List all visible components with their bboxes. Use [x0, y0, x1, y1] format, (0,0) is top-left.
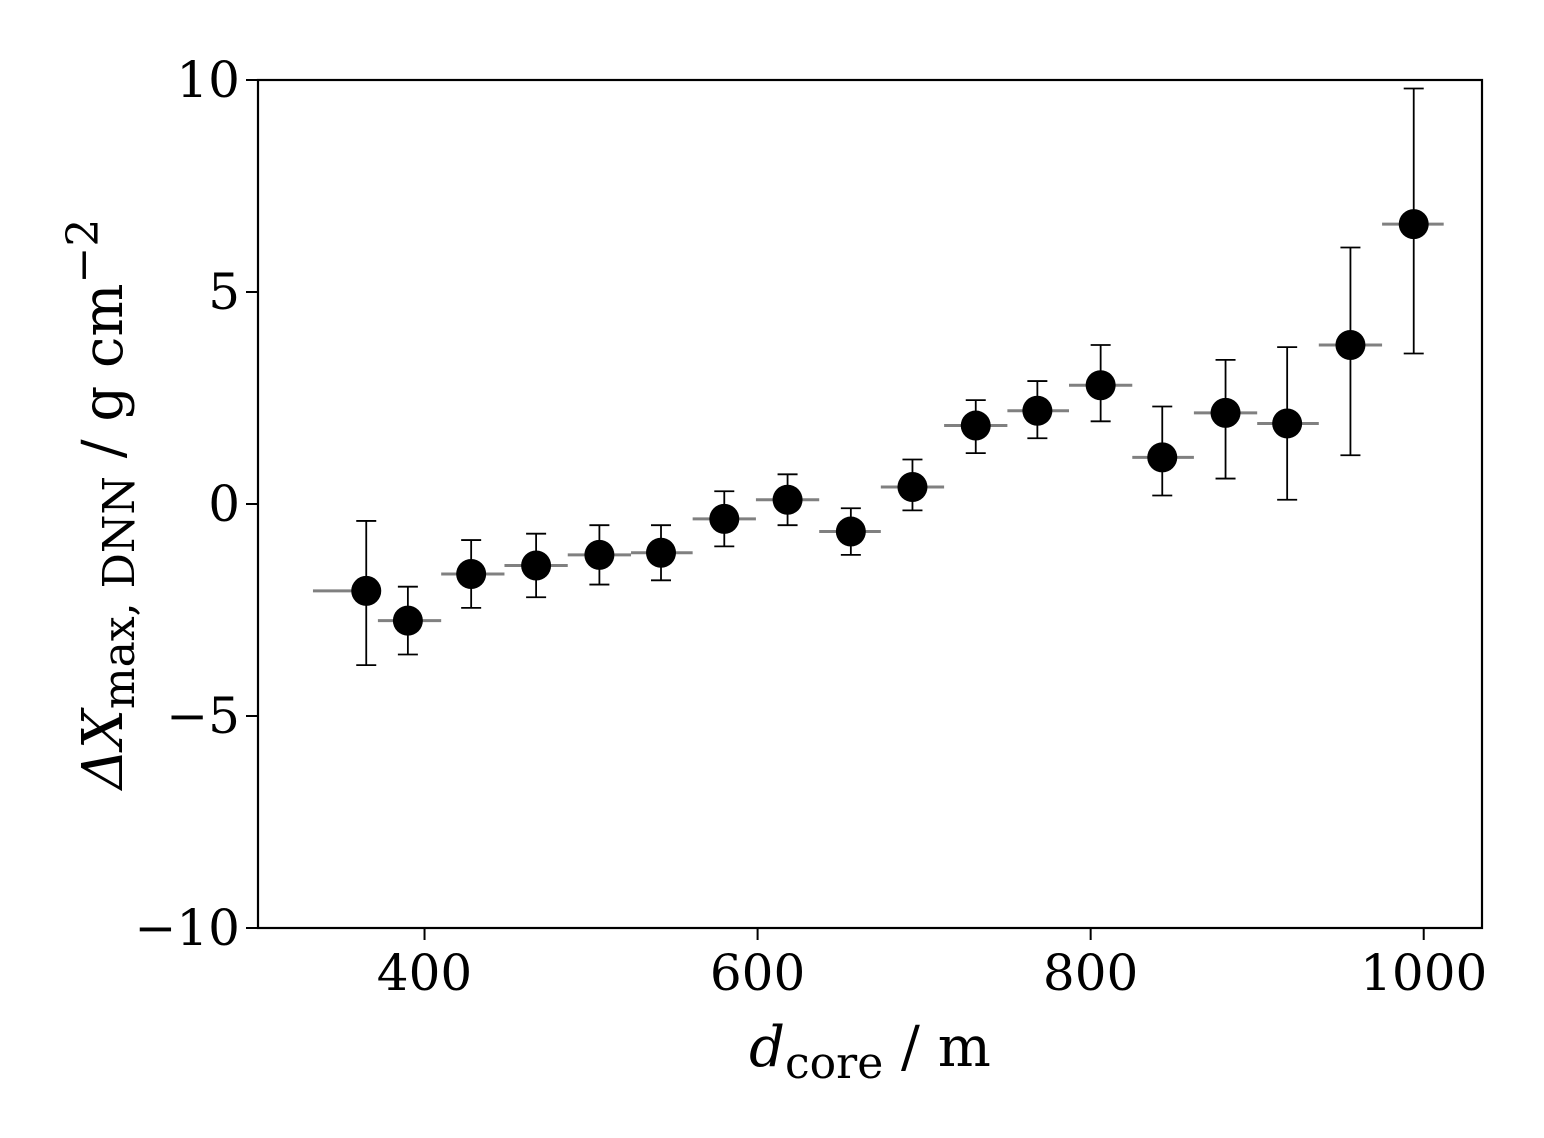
data-point: [1382, 87, 1444, 355]
x-tick-label: 1000: [1360, 944, 1487, 1002]
data-point: [631, 524, 693, 582]
data-marker: [772, 484, 803, 515]
data-marker: [1022, 395, 1053, 426]
data-point: [377, 585, 442, 656]
plot-marks: [312, 87, 1444, 667]
data-point: [1318, 246, 1383, 457]
data-point: [819, 507, 881, 556]
y-tick-label: 10: [176, 51, 240, 109]
data-marker: [835, 516, 866, 547]
x-tick-label: 400: [377, 944, 472, 1002]
data-marker: [1398, 209, 1429, 240]
y-tick-label: 5: [208, 263, 240, 321]
data-point: [755, 473, 820, 527]
data-marker: [351, 575, 382, 606]
x-tick-label: 800: [1043, 944, 1138, 1002]
data-point: [1193, 358, 1258, 480]
x-axis-label: dcore / m: [749, 1015, 991, 1089]
data-point: [312, 520, 382, 667]
data-marker: [1210, 397, 1241, 428]
data-marker: [584, 539, 615, 570]
y-axis-label: ΔXmax, DNN / g cm−2: [58, 219, 145, 792]
data-point: [1257, 346, 1319, 501]
x-tick-label: 600: [710, 944, 805, 1002]
data-point: [692, 490, 756, 548]
data-marker: [1272, 408, 1303, 439]
data-marker: [392, 605, 423, 636]
data-point: [880, 458, 945, 512]
data-marker: [897, 472, 928, 503]
data-marker: [646, 537, 677, 568]
data-marker: [456, 558, 487, 589]
data-point: [1007, 380, 1070, 440]
data-marker: [960, 410, 991, 441]
data-point: [1132, 405, 1194, 497]
y-tick-label: −10: [134, 899, 240, 957]
y-tick-label: −5: [166, 687, 240, 745]
data-point: [441, 539, 505, 609]
data-marker: [1147, 442, 1178, 473]
x-axis-ticks: 400 600 800 1000: [377, 928, 1487, 1002]
data-marker: [709, 503, 740, 534]
data-marker: [1335, 330, 1366, 360]
data-point: [1069, 344, 1133, 423]
data-marker: [521, 550, 552, 581]
y-axis-ticks: −10 −5 0 5 10: [134, 51, 258, 957]
data-marker: [1085, 370, 1116, 401]
data-point: [504, 532, 568, 599]
data-point: [567, 524, 632, 586]
data-point: [944, 399, 1008, 455]
plot-frame: [256, 78, 1484, 930]
y-tick-label: 0: [208, 475, 240, 533]
